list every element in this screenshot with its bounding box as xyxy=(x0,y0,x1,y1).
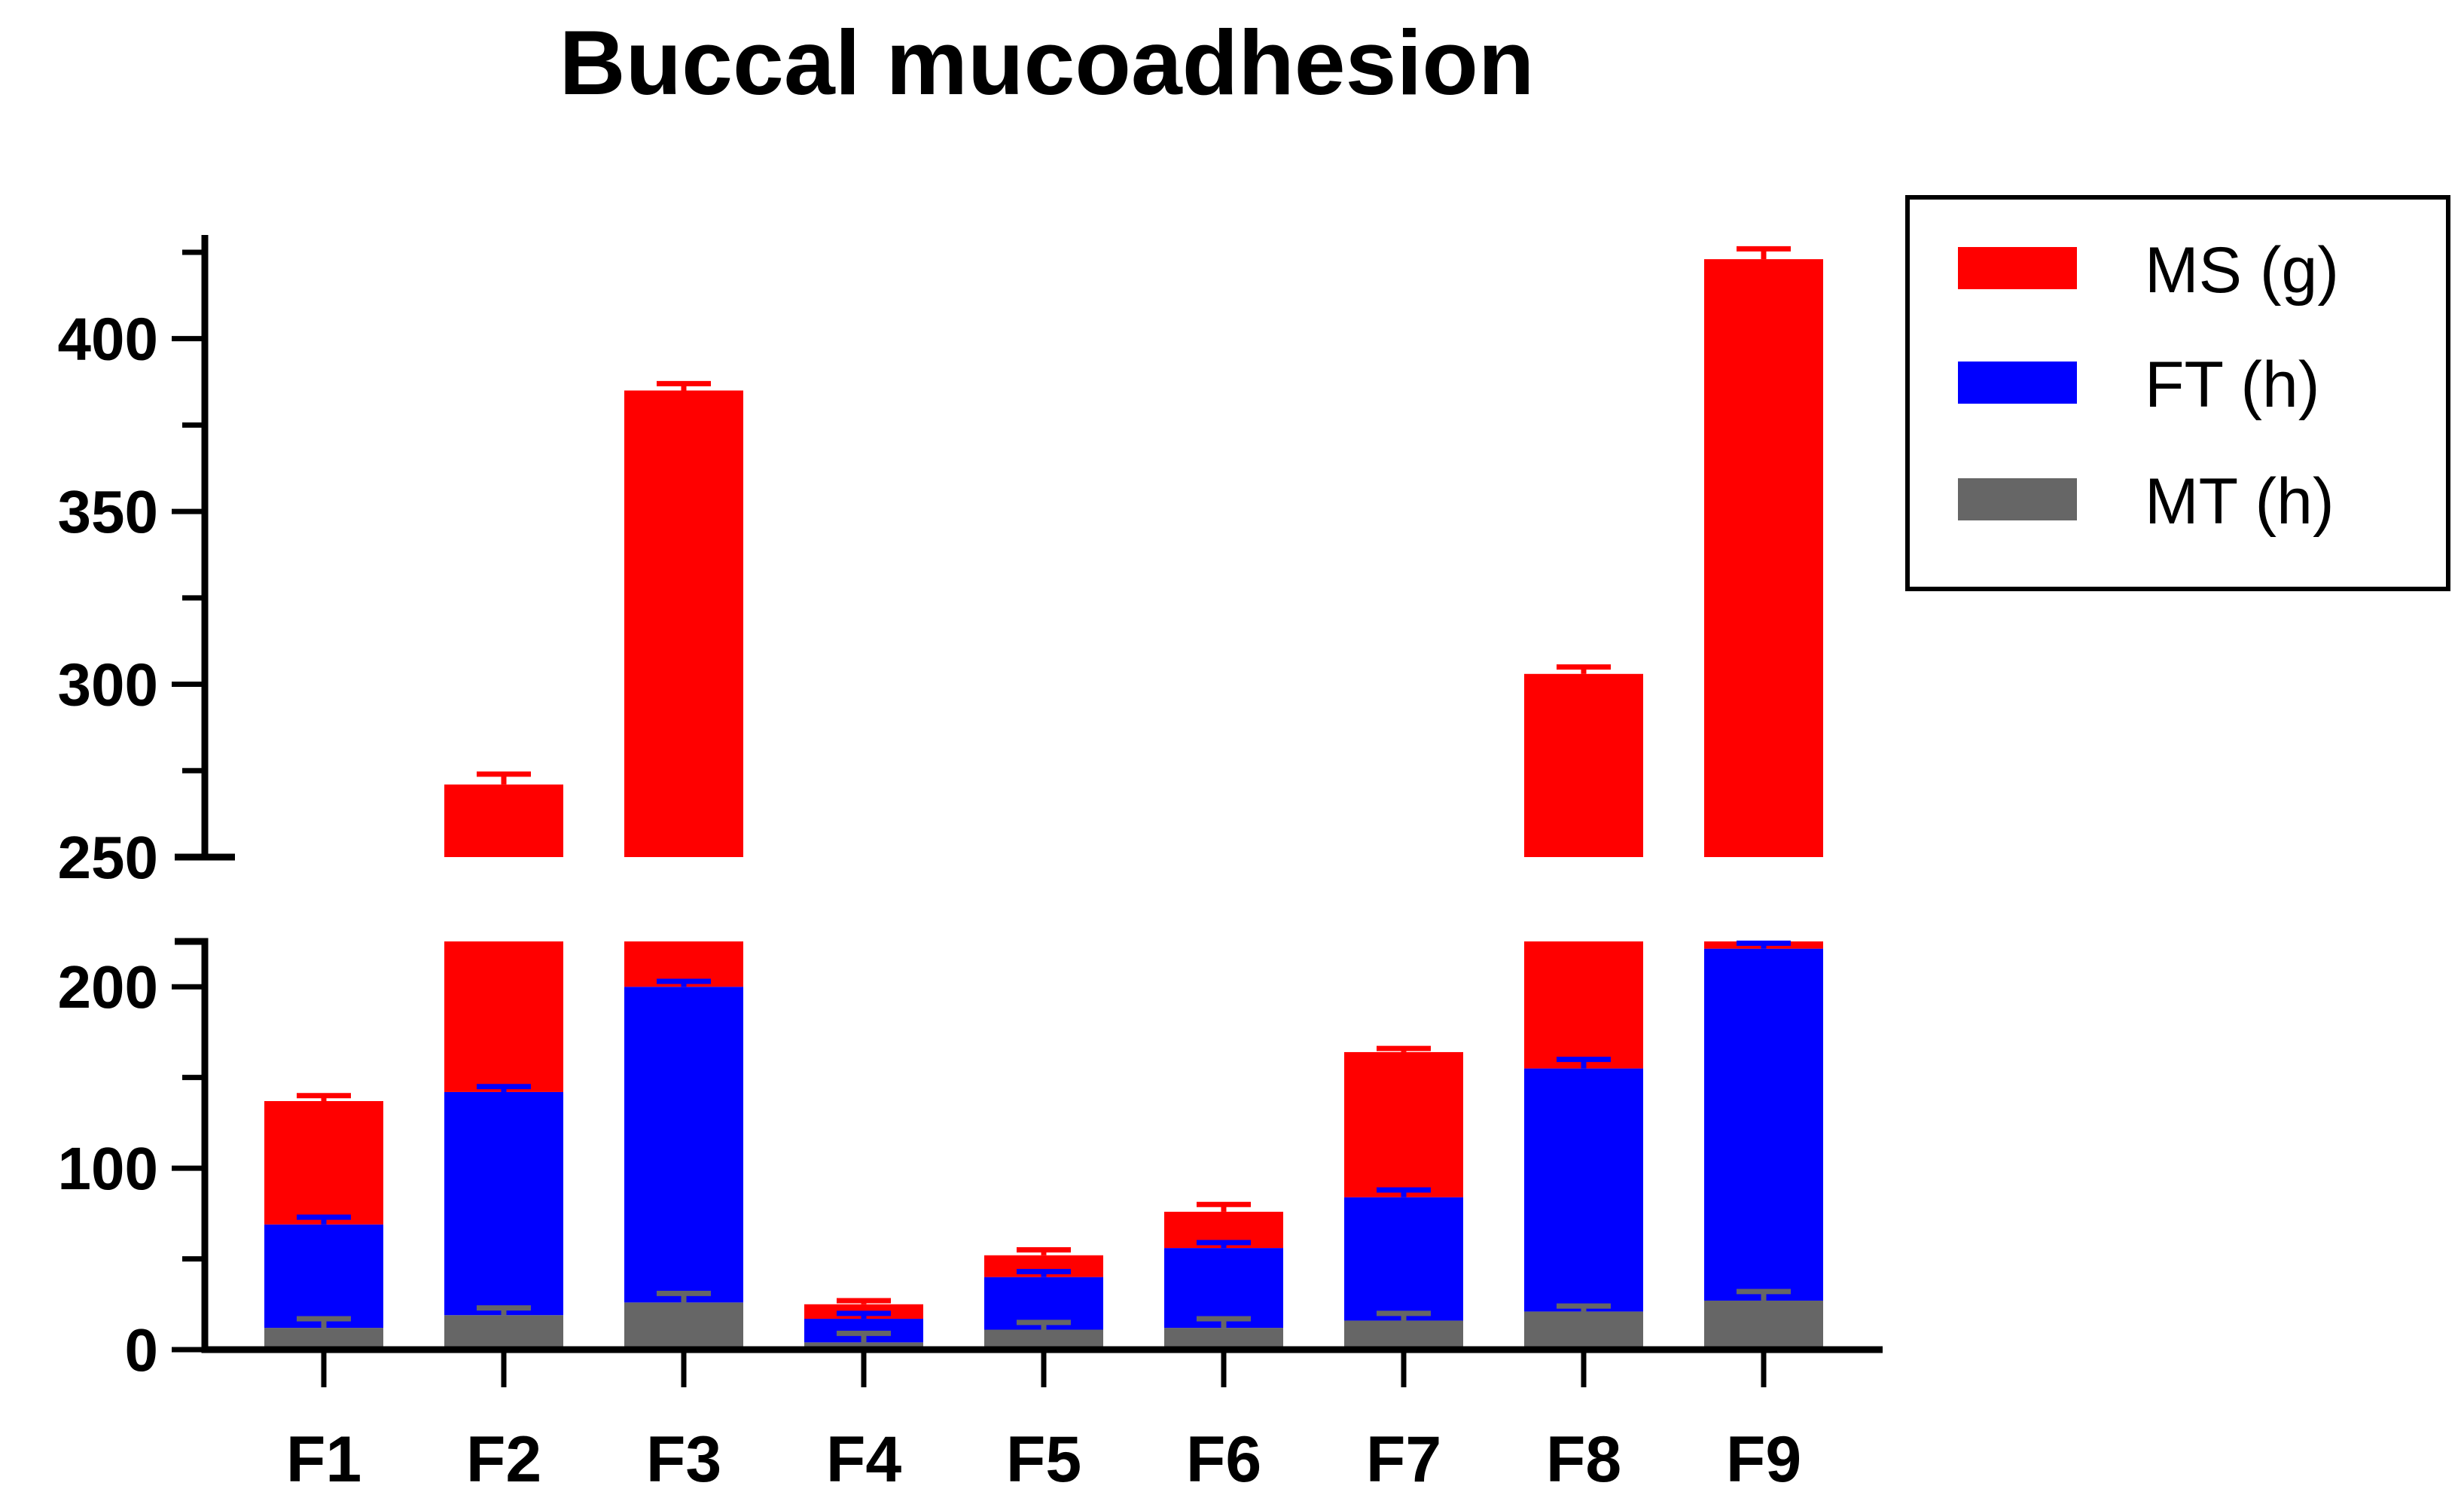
bar-F8-ms xyxy=(1524,941,1643,1069)
x-tick-label-F4: F4 xyxy=(826,1423,902,1496)
bar-F6-mt xyxy=(1164,1328,1283,1350)
y-tick-label-250: 250 xyxy=(58,824,158,891)
y-tick-label-300: 300 xyxy=(58,651,158,718)
x-tick-label-F2: F2 xyxy=(466,1423,541,1496)
x-tick-label-F9: F9 xyxy=(1726,1423,1801,1496)
legend-label-ms: MS (g) xyxy=(2145,234,2339,307)
legend-swatch-ft xyxy=(1958,362,2077,404)
bar-F3-ft xyxy=(624,987,743,1303)
bar-F6-ft xyxy=(1164,1248,1283,1329)
bar-F9-mt xyxy=(1704,1300,1823,1350)
bar-F7-ft xyxy=(1344,1197,1463,1321)
bar-F2-mt xyxy=(444,1315,563,1350)
bar-F2-ms-upper xyxy=(444,784,563,857)
y-tick-label-0: 0 xyxy=(125,1316,159,1384)
x-tick-label-F6: F6 xyxy=(1186,1423,1261,1496)
bar-F9-ms-upper xyxy=(1704,259,1823,858)
x-tick-label-F3: F3 xyxy=(646,1423,721,1496)
bar-F2-ft xyxy=(444,1091,563,1316)
legend-swatch-ms xyxy=(1958,247,2077,289)
bar-F1-mt xyxy=(264,1328,383,1350)
y-tick-label-200: 200 xyxy=(58,953,158,1021)
bar-F1-ft xyxy=(264,1224,383,1329)
bar-F7-ms xyxy=(1344,1051,1463,1197)
legend: MS (g) FT (h) MT (h) xyxy=(1905,195,2450,591)
bar-F8-mt xyxy=(1524,1311,1643,1350)
bar-F3-ms-upper xyxy=(624,390,743,857)
axes-layer: 0 100 200 300 350 400 250 F1 F2 F3 F4 F5 F6 F7 F8 F9 xyxy=(58,235,1883,1496)
x-tick-label-F8: F8 xyxy=(1546,1423,1621,1496)
x-tick-label-F1: F1 xyxy=(286,1423,361,1496)
legend-swatch-mt xyxy=(1958,478,2077,520)
bar-F2-ms xyxy=(444,941,563,1092)
bar-F3-mt xyxy=(624,1302,743,1350)
bar-F8-ft xyxy=(1524,1068,1643,1312)
bar-F7-mt xyxy=(1344,1320,1463,1350)
x-tick-label-F5: F5 xyxy=(1006,1423,1081,1496)
legend-label-ft: FT (h) xyxy=(2145,349,2320,421)
bar-F1-ms xyxy=(264,1100,383,1225)
bar-F9-ft xyxy=(1704,948,1823,1301)
chart-title: Buccal mucoadhesion xyxy=(560,11,1535,114)
y-tick-label-400: 400 xyxy=(58,306,158,373)
y-tick-label-350: 350 xyxy=(58,478,158,545)
bar-F4-mt xyxy=(804,1342,923,1350)
bar-F8-ms-upper xyxy=(1524,673,1643,857)
y-tick-label-100: 100 xyxy=(58,1135,158,1202)
x-tick-label-F7: F7 xyxy=(1366,1423,1441,1496)
legend-label-mt: MT (h) xyxy=(2145,465,2334,538)
error-bars-layer xyxy=(297,246,1791,1343)
bars-layer xyxy=(264,259,1823,1350)
